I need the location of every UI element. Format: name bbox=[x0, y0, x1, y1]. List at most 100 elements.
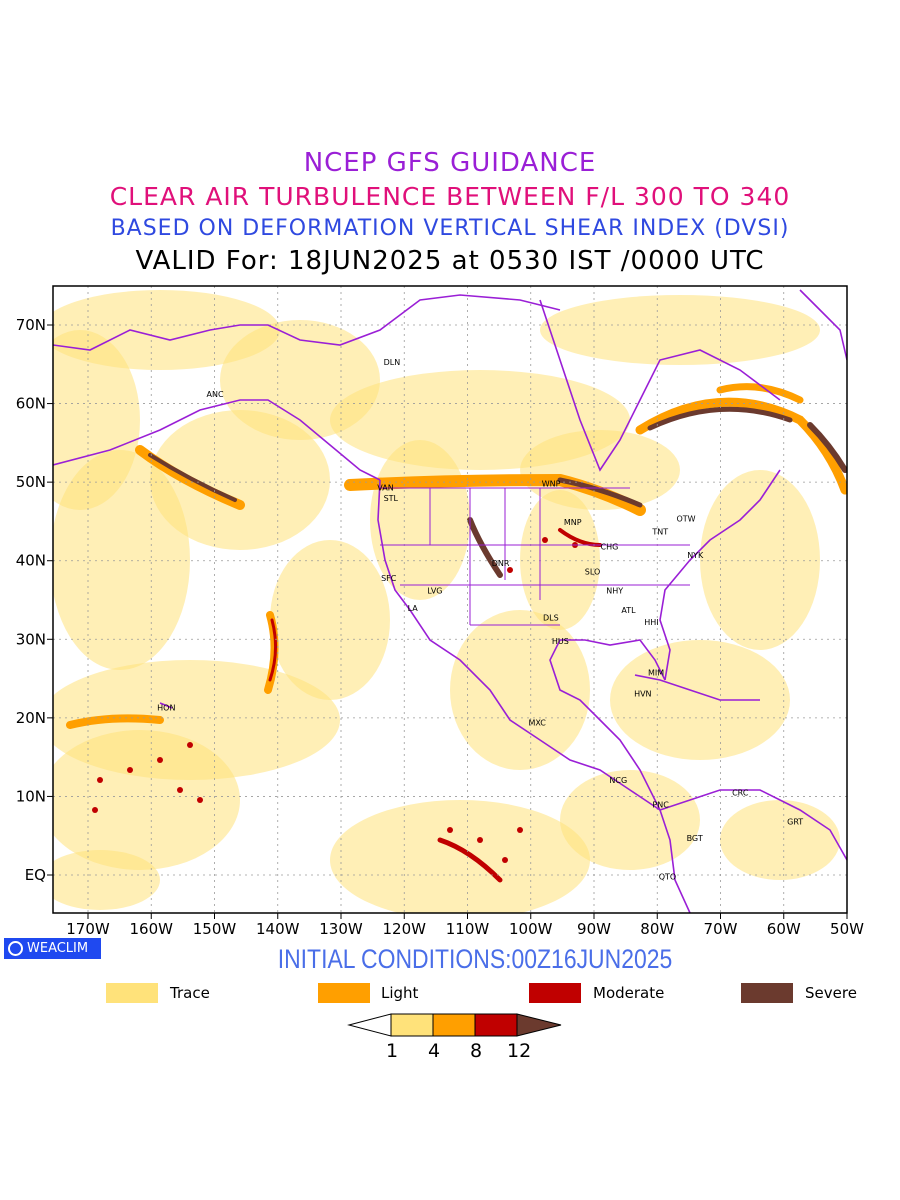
station-tnt: TNT bbox=[651, 528, 668, 537]
colorbar-tick-8: 8 bbox=[470, 1040, 483, 1062]
lat-label: EQ bbox=[25, 866, 46, 884]
trace-area bbox=[520, 490, 600, 630]
station-anc: ANC bbox=[207, 390, 224, 399]
colorbar-segment bbox=[432, 1013, 476, 1037]
lat-label: 20N bbox=[16, 709, 46, 727]
trace-area bbox=[270, 540, 390, 700]
station-mim: MIM bbox=[648, 668, 664, 677]
trace-area bbox=[53, 330, 140, 510]
turbulence-speckle bbox=[507, 567, 513, 573]
turbulence-band bbox=[467, 517, 503, 578]
legend-swatch-light bbox=[318, 983, 370, 1003]
coastline bbox=[659, 469, 781, 681]
turbulence-speckle bbox=[542, 537, 548, 543]
title-method: BASED ON DEFORMATION VERTICAL SHEAR INDE… bbox=[110, 216, 790, 241]
lon-label: 160W bbox=[130, 920, 174, 938]
lat-label: 30N bbox=[16, 630, 46, 648]
turbulence-speckle bbox=[127, 767, 133, 773]
turbulence-speckle bbox=[97, 777, 103, 783]
station-lvg: LVG bbox=[427, 587, 442, 596]
station-stl: STL bbox=[384, 494, 399, 503]
turbulence-band bbox=[647, 406, 793, 431]
trace-area bbox=[330, 800, 590, 913]
trace-area bbox=[53, 730, 240, 870]
turbulence-band bbox=[807, 422, 847, 473]
coastline bbox=[377, 479, 661, 811]
station-mnp: MNP bbox=[564, 518, 582, 527]
colorbar bbox=[347, 1013, 562, 1037]
map-frame bbox=[52, 285, 848, 914]
lat-label: 70N bbox=[16, 316, 46, 334]
lon-label: 80W bbox=[640, 920, 674, 938]
colorbar-tick-12: 12 bbox=[507, 1040, 532, 1062]
station-van: VAN bbox=[377, 484, 393, 493]
turbulence-band bbox=[148, 453, 237, 502]
station-grt: GRT bbox=[787, 818, 803, 827]
lon-label: 90W bbox=[577, 920, 611, 938]
lon-label: 130W bbox=[319, 920, 363, 938]
coastline bbox=[539, 299, 781, 472]
station-wnp: WNP bbox=[542, 480, 561, 489]
colorbar-segment bbox=[474, 1013, 518, 1037]
turbulence-band bbox=[66, 714, 164, 729]
lat-label: 40N bbox=[16, 552, 46, 570]
station-hhi: HHI bbox=[644, 618, 658, 627]
station-slo: SLO bbox=[585, 568, 601, 577]
title-valid-time: VALID For: 18JUN2025 at 0530 IST /0000 U… bbox=[135, 246, 765, 276]
station-dls: DLS bbox=[543, 613, 559, 622]
lat-label: 50N bbox=[16, 473, 46, 491]
turbulence-band bbox=[716, 383, 804, 404]
colorbar-segment bbox=[390, 1013, 434, 1037]
turbulence-speckle bbox=[197, 797, 203, 803]
initial-conditions: INITIAL CONDITIONS:00Z16JUN2025 bbox=[277, 944, 673, 974]
legend-label-light: Light bbox=[381, 984, 419, 1002]
title-product: CLEAR AIR TURBULENCE BETWEEN F/L 300 TO … bbox=[109, 182, 791, 211]
turbulence-band bbox=[437, 837, 503, 883]
station-crc: CRC bbox=[732, 789, 749, 798]
coastline bbox=[659, 789, 847, 861]
station-hvn: HVN bbox=[634, 690, 651, 699]
turbulence-speckle bbox=[517, 827, 523, 833]
trace-area bbox=[540, 295, 820, 365]
trace-area bbox=[610, 640, 790, 760]
coastline bbox=[53, 399, 381, 481]
coastline bbox=[159, 702, 173, 709]
coastline bbox=[659, 809, 691, 913]
turbulence-speckle bbox=[177, 787, 183, 793]
lon-label: 120W bbox=[383, 920, 427, 938]
coastline bbox=[53, 294, 561, 351]
trace-area bbox=[150, 410, 330, 550]
title-model: NCEP GFS GUIDANCE bbox=[303, 148, 597, 178]
lon-label: 70W bbox=[704, 920, 738, 938]
lon-label: 110W bbox=[446, 920, 490, 938]
lon-label: 140W bbox=[256, 920, 300, 938]
station-bgt: BGT bbox=[687, 834, 703, 843]
station-chg: CHG bbox=[601, 543, 619, 552]
colorbar-tick-4: 4 bbox=[428, 1040, 441, 1062]
turbulence-band bbox=[557, 477, 643, 508]
legend-label-moderate: Moderate bbox=[593, 984, 665, 1002]
station-otw: OTW bbox=[676, 514, 695, 523]
lat-label: 10N bbox=[16, 787, 46, 805]
legend-label-severe: Severe bbox=[805, 984, 857, 1002]
colorbar-under bbox=[347, 1013, 392, 1037]
logo-ring-icon bbox=[8, 941, 23, 956]
legend-label-trace: Trace bbox=[170, 984, 210, 1002]
station-nhy: NHY bbox=[606, 587, 623, 596]
turbulence-band bbox=[268, 618, 277, 682]
map-axes: 170W 160W 150W 140W 130W 120W 110W 100W 90W 80W 70… bbox=[16, 316, 864, 938]
turbulence-speckle bbox=[157, 757, 163, 763]
station-pnc: PNC bbox=[652, 800, 669, 809]
turbulence-speckle bbox=[447, 827, 453, 833]
station-hon: HON bbox=[157, 704, 175, 713]
turbulence-speckle bbox=[187, 742, 193, 748]
station-atl: ATL bbox=[621, 606, 636, 615]
lon-label: 50W bbox=[830, 920, 864, 938]
weaclim-logo: WEACLIM bbox=[4, 938, 101, 959]
legend-swatch-trace bbox=[106, 983, 158, 1003]
station-nyk: NYK bbox=[687, 551, 704, 560]
colorbar-tick-1: 1 bbox=[386, 1040, 399, 1062]
lon-label: 100W bbox=[509, 920, 553, 938]
trace-area bbox=[720, 800, 840, 880]
